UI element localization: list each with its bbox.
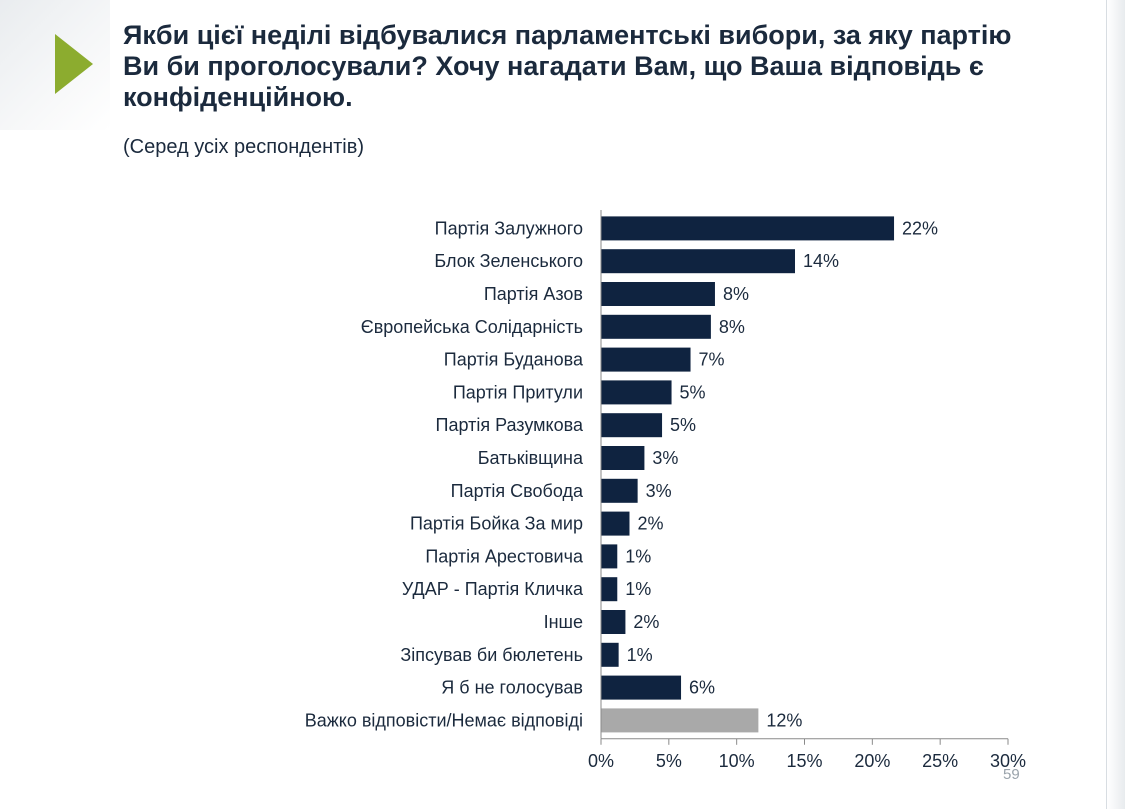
data-label: 1% bbox=[627, 645, 653, 665]
data-label: 5% bbox=[670, 415, 696, 435]
bar bbox=[601, 347, 691, 372]
category-label: Партія Бойка За мир bbox=[410, 514, 583, 534]
bar bbox=[601, 610, 626, 634]
data-label: 8% bbox=[723, 284, 749, 304]
x-tick-label: 15% bbox=[786, 751, 822, 771]
category-label: УДАР - Партія Кличка bbox=[402, 579, 584, 599]
category-label: Блок Зеленського bbox=[434, 251, 583, 271]
slide-edge-shadow bbox=[1106, 0, 1125, 809]
bar bbox=[601, 249, 796, 274]
data-label: 7% bbox=[699, 350, 725, 370]
category-label: Європейська Солідарність bbox=[361, 317, 583, 337]
data-label: 2% bbox=[633, 612, 659, 632]
category-label: Зіпсував би бюлетень bbox=[400, 645, 583, 665]
category-label: Батьківщина bbox=[478, 448, 584, 468]
category-label: Важко відповісти/Немає відповіді bbox=[305, 710, 583, 730]
bar bbox=[601, 478, 638, 503]
category-label: Партія Притули bbox=[453, 382, 583, 402]
bar bbox=[601, 446, 645, 470]
data-label: 5% bbox=[680, 382, 706, 402]
data-label: 12% bbox=[766, 710, 802, 730]
data-label: 1% bbox=[625, 546, 651, 566]
bar bbox=[601, 511, 630, 536]
data-label: 8% bbox=[719, 317, 745, 337]
category-label: Партія Разумкова bbox=[436, 415, 584, 435]
bar bbox=[601, 282, 715, 306]
x-tick-label: 10% bbox=[719, 751, 755, 771]
data-label: 1% bbox=[625, 579, 651, 599]
x-tick-label: 25% bbox=[922, 751, 958, 771]
data-label: 6% bbox=[689, 678, 715, 698]
category-label: Інше bbox=[544, 612, 583, 632]
bar bbox=[601, 544, 618, 569]
bar bbox=[601, 413, 663, 438]
data-label: 3% bbox=[646, 481, 672, 501]
x-tick-label: 5% bbox=[656, 751, 682, 771]
chart-subtitle: (Серед усіх респондентів) bbox=[123, 136, 365, 158]
bar bbox=[601, 380, 672, 405]
x-tick-label: 0% bbox=[588, 751, 614, 771]
category-label: Партія Залужного bbox=[435, 218, 583, 238]
category-label: Партія Свобода bbox=[451, 481, 584, 501]
data-label: 22% bbox=[902, 218, 938, 238]
page-title: Якби цієї неділі відбувалися парламентсь… bbox=[123, 20, 1012, 112]
play-arrow-icon bbox=[55, 34, 93, 94]
category-label: Партія Арестовича bbox=[425, 546, 584, 566]
category-label: Я б не голосував bbox=[441, 678, 583, 698]
category-label: Партія Азов bbox=[484, 284, 583, 304]
page-number: 59 bbox=[1003, 766, 1020, 783]
bar bbox=[601, 708, 759, 733]
bar bbox=[601, 216, 895, 241]
data-label: 2% bbox=[637, 514, 663, 534]
bar bbox=[601, 577, 618, 602]
data-label: 14% bbox=[803, 251, 839, 271]
x-tick-label: 30% bbox=[990, 751, 1026, 771]
bar bbox=[601, 642, 619, 667]
bar bbox=[601, 314, 711, 339]
category-label: Партія Буданова bbox=[444, 350, 584, 370]
x-tick-label: 20% bbox=[854, 751, 890, 771]
bar bbox=[601, 675, 682, 700]
data-label: 3% bbox=[652, 448, 678, 468]
